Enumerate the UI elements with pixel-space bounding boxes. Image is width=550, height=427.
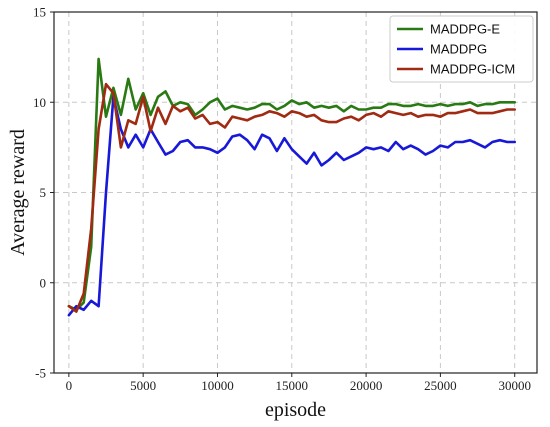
x-tick-label: 0 (66, 378, 73, 393)
x-tick-label: 30000 (498, 378, 531, 393)
x-tick-label: 25000 (424, 378, 457, 393)
x-axis-label: episode (265, 399, 326, 421)
y-tick-label: 15 (33, 5, 46, 20)
y-tick-label: -5 (35, 366, 46, 381)
y-tick-label: 5 (40, 185, 47, 200)
legend-box (389, 15, 534, 83)
legend-label: MADDPG (430, 42, 487, 57)
y-tick-label: 0 (40, 275, 47, 290)
axis-ticks: 0 5000 10000 15000 20000 25000 30000 -5 0 5 10 15 (33, 5, 531, 394)
series-line-maddpg (67, 95, 517, 317)
grid (54, 11, 537, 374)
series-line-maddpg-icm (67, 82, 517, 313)
legend-label: MADDPG-E (430, 22, 500, 37)
y-axis-label: Average reward (7, 129, 29, 256)
x-tick-label: 20000 (350, 378, 383, 393)
x-tick-label: 15000 (276, 378, 309, 393)
series-line-maddpg-e (67, 57, 517, 312)
x-tick-label: 10000 (201, 378, 234, 393)
legend: MADDPG-E MADDPG MADDPG-ICM (389, 15, 534, 83)
series-lines (67, 57, 517, 317)
legend-label: MADDPG-ICM (430, 62, 515, 77)
x-tick-label: 5000 (130, 378, 156, 393)
y-tick-label: 10 (33, 95, 46, 110)
